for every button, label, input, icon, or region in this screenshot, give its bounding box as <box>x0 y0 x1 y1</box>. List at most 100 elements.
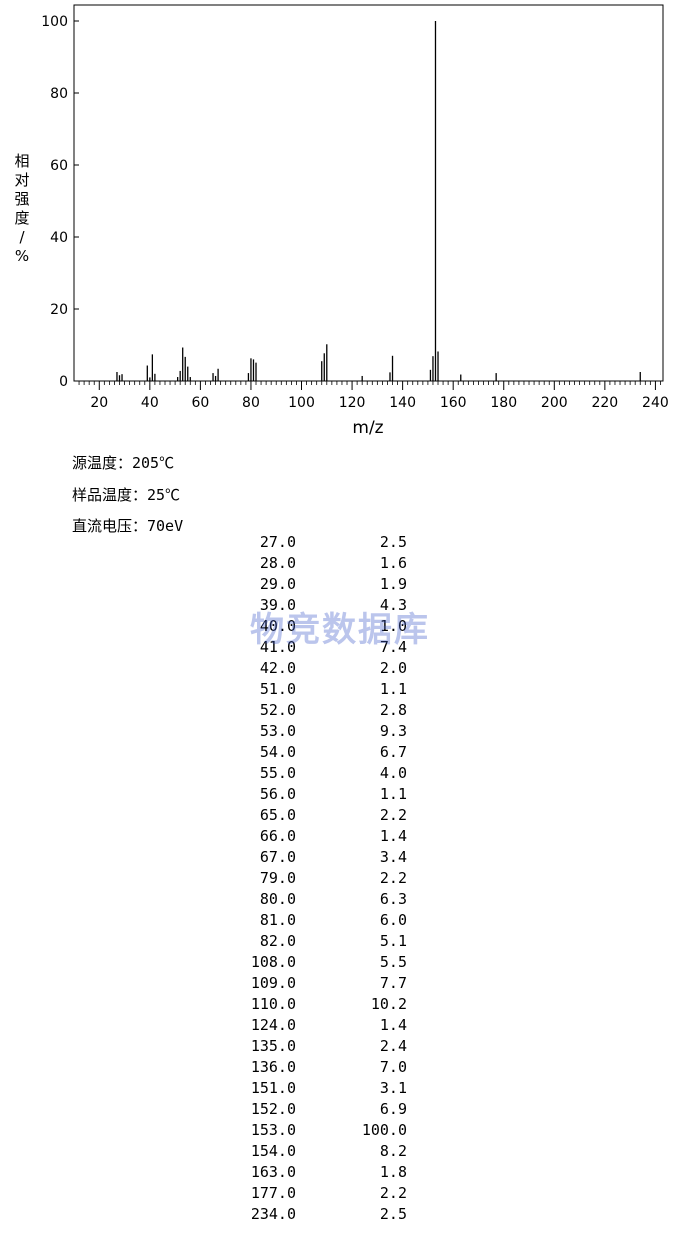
table-row: 54.0 6.7 <box>0 743 680 764</box>
intensity-value: 100.0 <box>361 1121 407 1139</box>
mz-value: 135.0 <box>250 1037 296 1055</box>
table-row: 52.0 2.8 <box>0 701 680 722</box>
intensity-value: 3.4 <box>379 848 407 866</box>
intensity-value: 1.9 <box>379 575 407 593</box>
intensity-value: 1.4 <box>379 827 407 845</box>
intensity-value: 2.5 <box>379 533 407 551</box>
table-row: 135.0 2.4 <box>0 1037 680 1058</box>
plot-frame <box>73 4 664 382</box>
mz-value: 234.0 <box>250 1205 296 1223</box>
mz-value: 152.0 <box>250 1100 296 1118</box>
table-row: 65.0 2.2 <box>0 806 680 827</box>
x-tick-label-220: 220 <box>591 395 618 411</box>
mz-value: 67.0 <box>259 848 296 866</box>
x-tick-label-180: 180 <box>490 395 517 411</box>
intensity-value: 2.5 <box>379 1205 407 1223</box>
mz-value: 54.0 <box>259 743 296 761</box>
mz-value: 28.0 <box>259 554 296 572</box>
intensity-value: 5.5 <box>379 953 407 971</box>
intensity-value: 2.0 <box>379 659 407 677</box>
x-tick-label-80: 80 <box>242 395 260 411</box>
intensity-value: 1.1 <box>379 785 407 803</box>
mz-value: 42.0 <box>259 659 296 677</box>
mz-value: 66.0 <box>259 827 296 845</box>
mz-value: 163.0 <box>250 1163 296 1181</box>
table-row: 40.0 1.0 <box>0 617 680 638</box>
intensity-value: 6.7 <box>379 743 407 761</box>
x-tick-label-100: 100 <box>288 395 315 411</box>
table-row: 177.0 2.2 <box>0 1184 680 1205</box>
intensity-value: 1.1 <box>379 680 407 698</box>
table-row: 41.0 7.4 <box>0 638 680 659</box>
mz-value: 124.0 <box>250 1016 296 1034</box>
table-row: 234.0 2.5 <box>0 1205 680 1226</box>
mz-value: 52.0 <box>259 701 296 719</box>
x-tick-label-160: 160 <box>440 395 467 411</box>
x-tick-label-200: 200 <box>541 395 568 411</box>
table-row: 82.0 5.1 <box>0 932 680 953</box>
intensity-value: 1.6 <box>379 554 407 572</box>
intensity-value: 1.4 <box>379 1016 407 1034</box>
table-row: 151.0 3.1 <box>0 1079 680 1100</box>
intensity-value: 4.3 <box>379 596 407 614</box>
mz-value: 151.0 <box>250 1079 296 1097</box>
intensity-value: 3.1 <box>379 1079 407 1097</box>
intensity-value: 6.3 <box>379 890 407 908</box>
table-row: 154.0 8.2 <box>0 1142 680 1163</box>
table-row: 152.0 6.9 <box>0 1100 680 1121</box>
intensity-value: 2.4 <box>379 1037 407 1055</box>
table-row: 163.0 1.8 <box>0 1163 680 1184</box>
y-tick-label-100: 100 <box>41 14 68 30</box>
x-tick-label-140: 140 <box>389 395 416 411</box>
table-row: 80.0 6.3 <box>0 890 680 911</box>
y-axis-label: 相对强度/% <box>14 152 29 265</box>
intensity-value: 7.0 <box>379 1058 407 1076</box>
mz-value: 154.0 <box>250 1142 296 1160</box>
mz-value: 29.0 <box>259 575 296 593</box>
peak-table: 27.0 2.5 28.0 1.6 29.0 1.9 39.0 4.3 40.0 1.0 41.0 7… <box>0 533 680 1226</box>
table-row: 53.0 9.3 <box>0 722 680 743</box>
mz-value: 79.0 <box>259 869 296 887</box>
intensity-value: 6.9 <box>379 1100 407 1118</box>
intensity-value: 4.0 <box>379 764 407 782</box>
mz-value: 56.0 <box>259 785 296 803</box>
table-row: 109.0 7.7 <box>0 974 680 995</box>
mz-value: 110.0 <box>250 995 296 1013</box>
y-tick-label-20: 20 <box>50 302 68 318</box>
x-tick-label-120: 120 <box>339 395 366 411</box>
intensity-value: 6.0 <box>379 911 407 929</box>
table-row: 136.0 7.0 <box>0 1058 680 1079</box>
x-tick-label-40: 40 <box>141 395 159 411</box>
table-row: 110.0 10.2 <box>0 995 680 1016</box>
mz-value: 109.0 <box>250 974 296 992</box>
table-row: 27.0 2.5 <box>0 533 680 554</box>
mz-value: 81.0 <box>259 911 296 929</box>
y-tick-label-60: 60 <box>50 158 68 174</box>
intensity-value: 9.3 <box>379 722 407 740</box>
mz-value: 51.0 <box>259 680 296 698</box>
x-tick-label-20: 20 <box>90 395 108 411</box>
mass-spectrum-chart: 0 20 40 60 80 100 20 40 60 80 100 120 140 160 180 200 2… <box>14 4 669 438</box>
mz-value: 41.0 <box>259 638 296 656</box>
x-tick-label-240: 240 <box>642 395 669 411</box>
table-row: 39.0 4.3 <box>0 596 680 617</box>
mz-value: 108.0 <box>250 953 296 971</box>
intensity-value: 8.2 <box>379 1142 407 1160</box>
table-row: 79.0 2.2 <box>0 869 680 890</box>
x-axis-label: m/z <box>352 418 383 438</box>
intensity-value: 2.8 <box>379 701 407 719</box>
intensity-value: 2.2 <box>379 869 407 887</box>
intensity-value: 7.7 <box>379 974 407 992</box>
mz-value: 136.0 <box>250 1058 296 1076</box>
mz-value: 82.0 <box>259 932 296 950</box>
intensity-value: 5.1 <box>379 932 407 950</box>
table-row: 66.0 1.4 <box>0 827 680 848</box>
mz-value: 80.0 <box>259 890 296 908</box>
intensity-value: 2.2 <box>379 806 407 824</box>
y-tick-label-0: 0 <box>59 374 68 390</box>
y-axis-ticks: 0 20 40 60 80 100 <box>41 14 79 390</box>
mz-value: 53.0 <box>259 722 296 740</box>
x-axis-ticks: 20 40 60 80 100 120 140 160 180 200 220 240 <box>90 381 669 411</box>
mz-value: 177.0 <box>250 1184 296 1202</box>
x-tick-label-60: 60 <box>191 395 209 411</box>
